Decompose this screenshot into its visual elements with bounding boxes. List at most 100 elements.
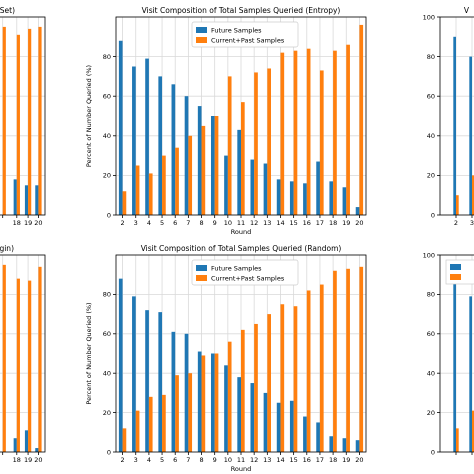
legend-swatch [196,37,207,43]
plot-frame [0,254,46,453]
x-tick-label: 13 [263,456,271,464]
future-bar [316,161,320,215]
y-tick-label: 60 [427,330,435,338]
y-tick-label: 80 [103,53,111,61]
current-bar [472,175,474,215]
x-tick-label: 17 [316,456,324,464]
future-bar [211,353,215,452]
legend-box [445,259,474,285]
x-tick-label: 18 [13,456,21,464]
current-bar [214,353,219,452]
current-bar [2,264,6,452]
current-bar [306,48,311,216]
y-axis-label: Percent of Number Queried (%) [85,302,93,404]
future-bar [171,331,176,452]
future-bar [197,351,202,452]
plot-frame [439,16,474,216]
chart-top-right: 2 3 0 20 40 60 80 100 V [423,6,474,227]
y-tick-label: 20 [103,172,111,180]
current-bar [359,266,364,452]
x-tick-label: 4 [147,456,151,464]
x-tick-label: 13 [263,219,271,227]
future-bar [171,84,176,215]
y-axis-label: Percent of Number Queried (%) [85,65,93,167]
current-bar [472,410,474,452]
current-bar [201,125,206,215]
x-tick-label: 9 [213,219,217,227]
future-bar [453,278,456,452]
current-bar [188,373,193,452]
x-tick-label: 2 [454,219,458,227]
current-bar [293,306,298,452]
y-tick-label: 80 [427,53,435,61]
future-bar [289,181,294,215]
current-bar [28,280,32,452]
y-tick-label: 60 [427,93,435,101]
current-bar [227,341,232,452]
x-tick-label: 19 [24,456,32,464]
y-tick-label: 20 [103,409,111,417]
future-bar [303,416,307,452]
x-tick-label: 3 [134,456,138,464]
current-bar [267,314,271,452]
current-bar [241,102,245,215]
y-tick-label: 80 [103,291,111,299]
x-tick-label: 12 [250,456,258,464]
future-bar [158,312,163,452]
future-bar [184,96,189,215]
y-tick-label: 0 [431,211,435,219]
future-bar [276,179,281,215]
x-tick-label: 8 [199,219,203,227]
current-bar [135,410,140,452]
future-bar [276,402,281,452]
y-tick-label: 20 [427,409,435,417]
x-tick-label: 2 [121,456,125,464]
y-tick-label: 60 [103,330,111,338]
x-tick-label: 3 [470,219,474,227]
x-tick-label: 15 [289,219,297,227]
current-bar [214,116,219,215]
current-bar [254,323,258,452]
future-bar [453,36,456,215]
future-bar [24,185,29,215]
plot-frame [439,254,474,453]
x-tick-label: 3 [134,219,138,227]
chart-top-middle: 2 3 4 5 6 7 8 9 10 11 12 13 14 15 16 17 18 19 20 0 20 40 60 80 V… [85,6,367,236]
current-bar [306,290,311,452]
chart-title: rgin) [0,244,14,253]
x-tick-label: 20 [34,456,42,464]
y-tick-label: 0 [107,211,111,219]
x-tick-label: 19 [24,219,32,227]
y-tick-label: 0 [431,448,435,456]
current-bar [359,24,364,216]
legend-partial [445,259,474,285]
x-tick-label: 15 [289,456,297,464]
current-bar [162,155,166,215]
future-bar [24,430,29,452]
legend: Future Samples Current+Past Samples [191,259,299,286]
current-bar [162,394,166,452]
future-bar [289,400,294,452]
x-tick-label: 20 [355,456,363,464]
future-bar [263,163,268,215]
x-tick-label: 6 [173,219,177,227]
x-tick-label: 18 [13,219,21,227]
current-bar [280,52,285,215]
future-bar [303,183,307,215]
future-bar [13,438,17,452]
x-tick-label: 7 [186,456,190,464]
current-bar [201,355,206,452]
legend-label: Current+Past Samples [211,275,285,283]
future-bar [316,422,320,452]
current-bar [122,191,127,215]
future-bar [342,438,347,452]
current-bar [175,147,179,215]
future-bar [355,440,360,452]
plot-frame [0,16,46,216]
current-bar [319,70,324,216]
future-bar [250,159,255,215]
x-tick-label: 18 [329,456,337,464]
future-bar [224,155,228,215]
